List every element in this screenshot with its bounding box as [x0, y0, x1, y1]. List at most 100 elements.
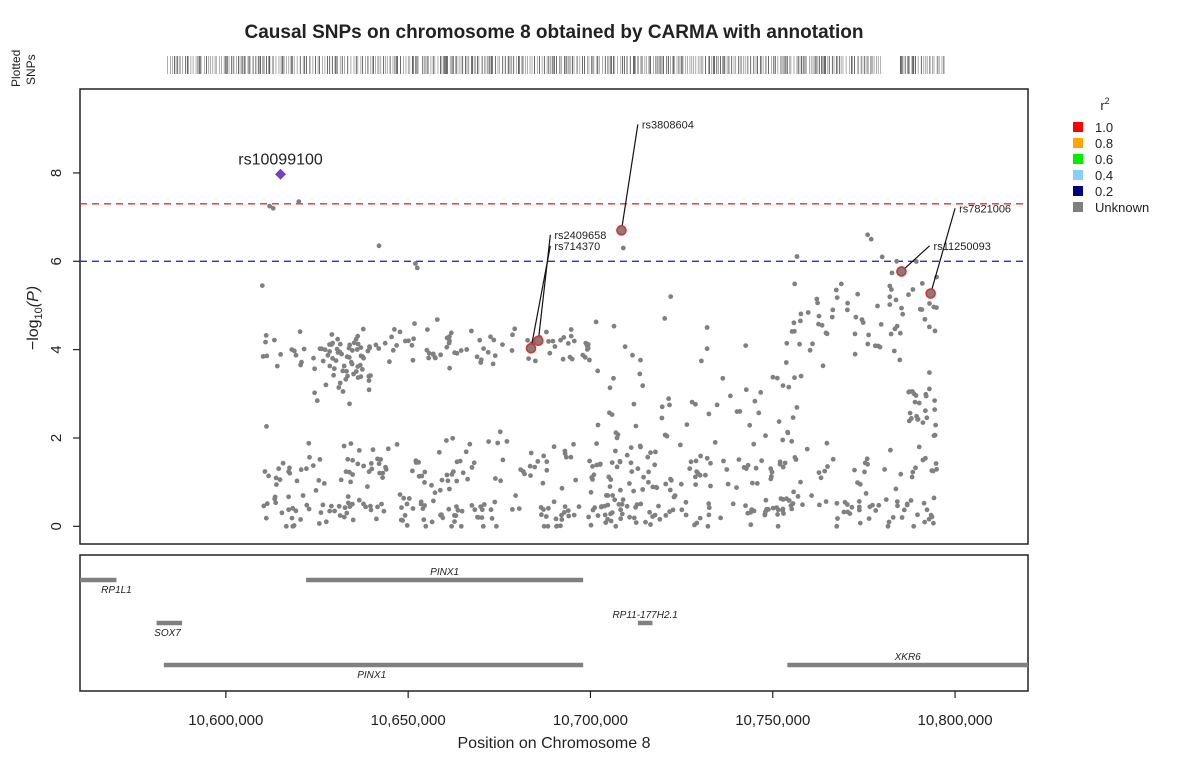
snp-point	[535, 459, 541, 464]
snp-point	[748, 522, 754, 528]
snp-point	[633, 423, 639, 429]
snp-point	[833, 287, 839, 293]
chart-title: Causal SNPs on chromosome 8 obtained by …	[245, 22, 864, 43]
snp-point	[631, 488, 636, 494]
y-tick-label: 0	[48, 522, 65, 530]
snp-point	[379, 501, 384, 507]
snp-point	[588, 522, 594, 528]
snp-point	[294, 478, 300, 484]
snp-point	[406, 338, 411, 344]
causal-snp-label: rs2409658	[554, 230, 606, 242]
legend-swatch	[1073, 138, 1083, 148]
snp-point	[301, 346, 307, 352]
snp-point	[887, 294, 893, 300]
snp-point	[845, 300, 850, 306]
snp-point	[789, 438, 795, 444]
snp-point	[342, 505, 348, 511]
snp-point	[931, 520, 936, 526]
snp-point	[816, 321, 821, 327]
snp-point	[892, 326, 898, 332]
annotation-leader-line	[901, 245, 930, 272]
snp-point	[319, 346, 325, 352]
snp-point	[469, 328, 474, 334]
snp-point	[775, 512, 780, 517]
snp-point	[404, 501, 410, 507]
snp-point	[432, 490, 438, 496]
snp-point	[522, 471, 527, 477]
snp-point	[841, 509, 847, 515]
snp-point	[804, 446, 810, 452]
snp-point	[488, 507, 494, 513]
x-axis: 10,600,000 10,650,000 10,700,000 10,750,000…	[188, 691, 993, 729]
y-tick-label: 8	[48, 169, 65, 177]
snp-point	[931, 304, 937, 310]
snp-point	[618, 487, 623, 493]
snp-point	[777, 459, 783, 465]
snp-point	[375, 504, 380, 510]
snp-point	[916, 444, 922, 450]
legend-label: 1.0	[1095, 120, 1113, 135]
snp-point	[355, 341, 361, 347]
snp-point	[916, 400, 922, 406]
snp-point	[532, 464, 538, 470]
snp-point	[485, 349, 491, 355]
snp-point	[544, 459, 550, 465]
snp-point	[614, 464, 620, 470]
snp-point	[816, 470, 822, 475]
snp-point	[924, 415, 930, 421]
snp-point	[358, 374, 364, 379]
legend-title-base: r	[1100, 98, 1105, 113]
snp-point	[293, 352, 299, 358]
snp-point	[347, 401, 352, 407]
legend-swatch	[1073, 154, 1083, 164]
snp-point	[409, 342, 415, 348]
snp-point	[714, 402, 720, 408]
lead-snp-label: rs10099100	[238, 151, 323, 168]
snp-point	[558, 337, 563, 343]
x-tick-label: 10,800,000	[918, 712, 993, 729]
snp-point	[365, 484, 370, 489]
snp-point	[260, 354, 266, 359]
snp-point	[872, 343, 878, 349]
snp-point	[438, 352, 443, 358]
snp-point	[894, 499, 900, 504]
snp-point	[340, 389, 346, 394]
snp-point	[368, 507, 374, 513]
snp-point	[291, 523, 297, 528]
snp-point	[652, 462, 658, 468]
annotation-leader-line	[620, 124, 639, 231]
snp-point	[310, 463, 316, 468]
snp-point	[759, 458, 764, 464]
snp-point	[543, 514, 549, 519]
snp-point	[927, 370, 932, 375]
snp-point	[860, 320, 866, 325]
snp-point	[526, 356, 531, 361]
snp-point	[416, 473, 422, 479]
snp-point	[358, 345, 364, 350]
snp-point	[605, 516, 610, 522]
snp-point	[356, 448, 362, 453]
snp-point	[915, 512, 920, 518]
snp-point	[605, 493, 611, 498]
snp-point	[825, 464, 830, 469]
snp-point	[401, 495, 407, 501]
snp-point	[667, 487, 673, 493]
snp-point	[919, 281, 925, 286]
snp-point	[354, 347, 360, 352]
snp-point	[631, 401, 637, 407]
snp-point	[684, 422, 690, 427]
snp-point	[439, 477, 445, 483]
snp-point	[855, 480, 860, 485]
snp-point	[504, 439, 510, 444]
snp-point	[336, 503, 342, 509]
snp-point	[712, 440, 718, 445]
lead-snp: rs10099100	[238, 151, 323, 180]
snp-point	[927, 324, 932, 330]
snp-point	[923, 391, 929, 397]
snp-point	[863, 491, 869, 496]
snp-point	[756, 410, 762, 416]
snp-point	[279, 510, 285, 516]
snp-point	[416, 459, 422, 465]
snp-point	[780, 497, 786, 502]
snp-point	[413, 261, 418, 266]
